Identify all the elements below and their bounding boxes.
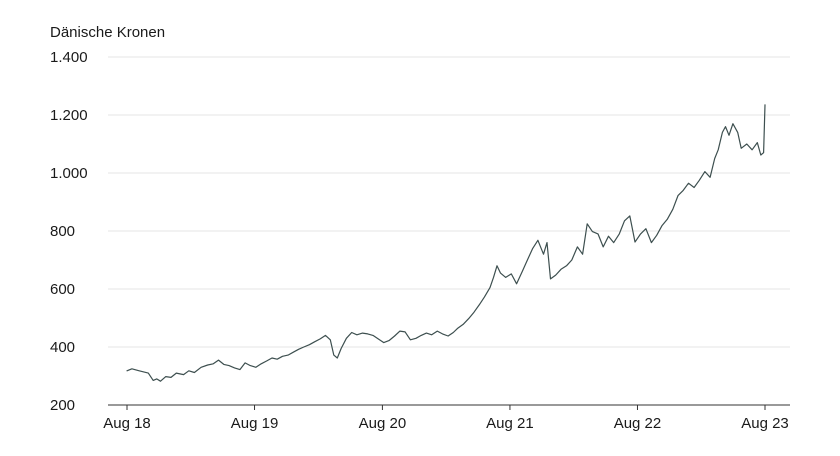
x-axis-ticks: Aug 18 Aug 19 Aug 20 Aug 21 Aug 22 Aug 23 [103, 405, 789, 432]
y-tick-label: 1.200 [50, 107, 88, 124]
x-tick-label: Aug 21 [486, 415, 534, 432]
grid-lines [108, 56, 790, 406]
series-layer [126, 104, 766, 382]
y-axis-ticks: 200 400 600 800 1.000 1.200 1.400 [50, 49, 88, 414]
y-tick-label: 200 [50, 397, 75, 414]
x-tick-label: Aug 20 [359, 415, 407, 432]
y-tick-label: 800 [50, 223, 75, 240]
y-tick-label: 1.000 [50, 165, 88, 182]
y-tick-label: 400 [50, 339, 75, 356]
y-tick-label: 600 [50, 281, 75, 298]
x-tick-label: Aug 19 [231, 415, 279, 432]
x-tick-label: Aug 18 [103, 415, 151, 432]
y-tick-label: 1.400 [50, 49, 88, 66]
y-axis-title: Dänische Kronen [50, 24, 165, 41]
x-tick-label: Aug 23 [741, 415, 789, 432]
x-tick-label: Aug 22 [614, 415, 662, 432]
price-series-line [126, 104, 766, 382]
